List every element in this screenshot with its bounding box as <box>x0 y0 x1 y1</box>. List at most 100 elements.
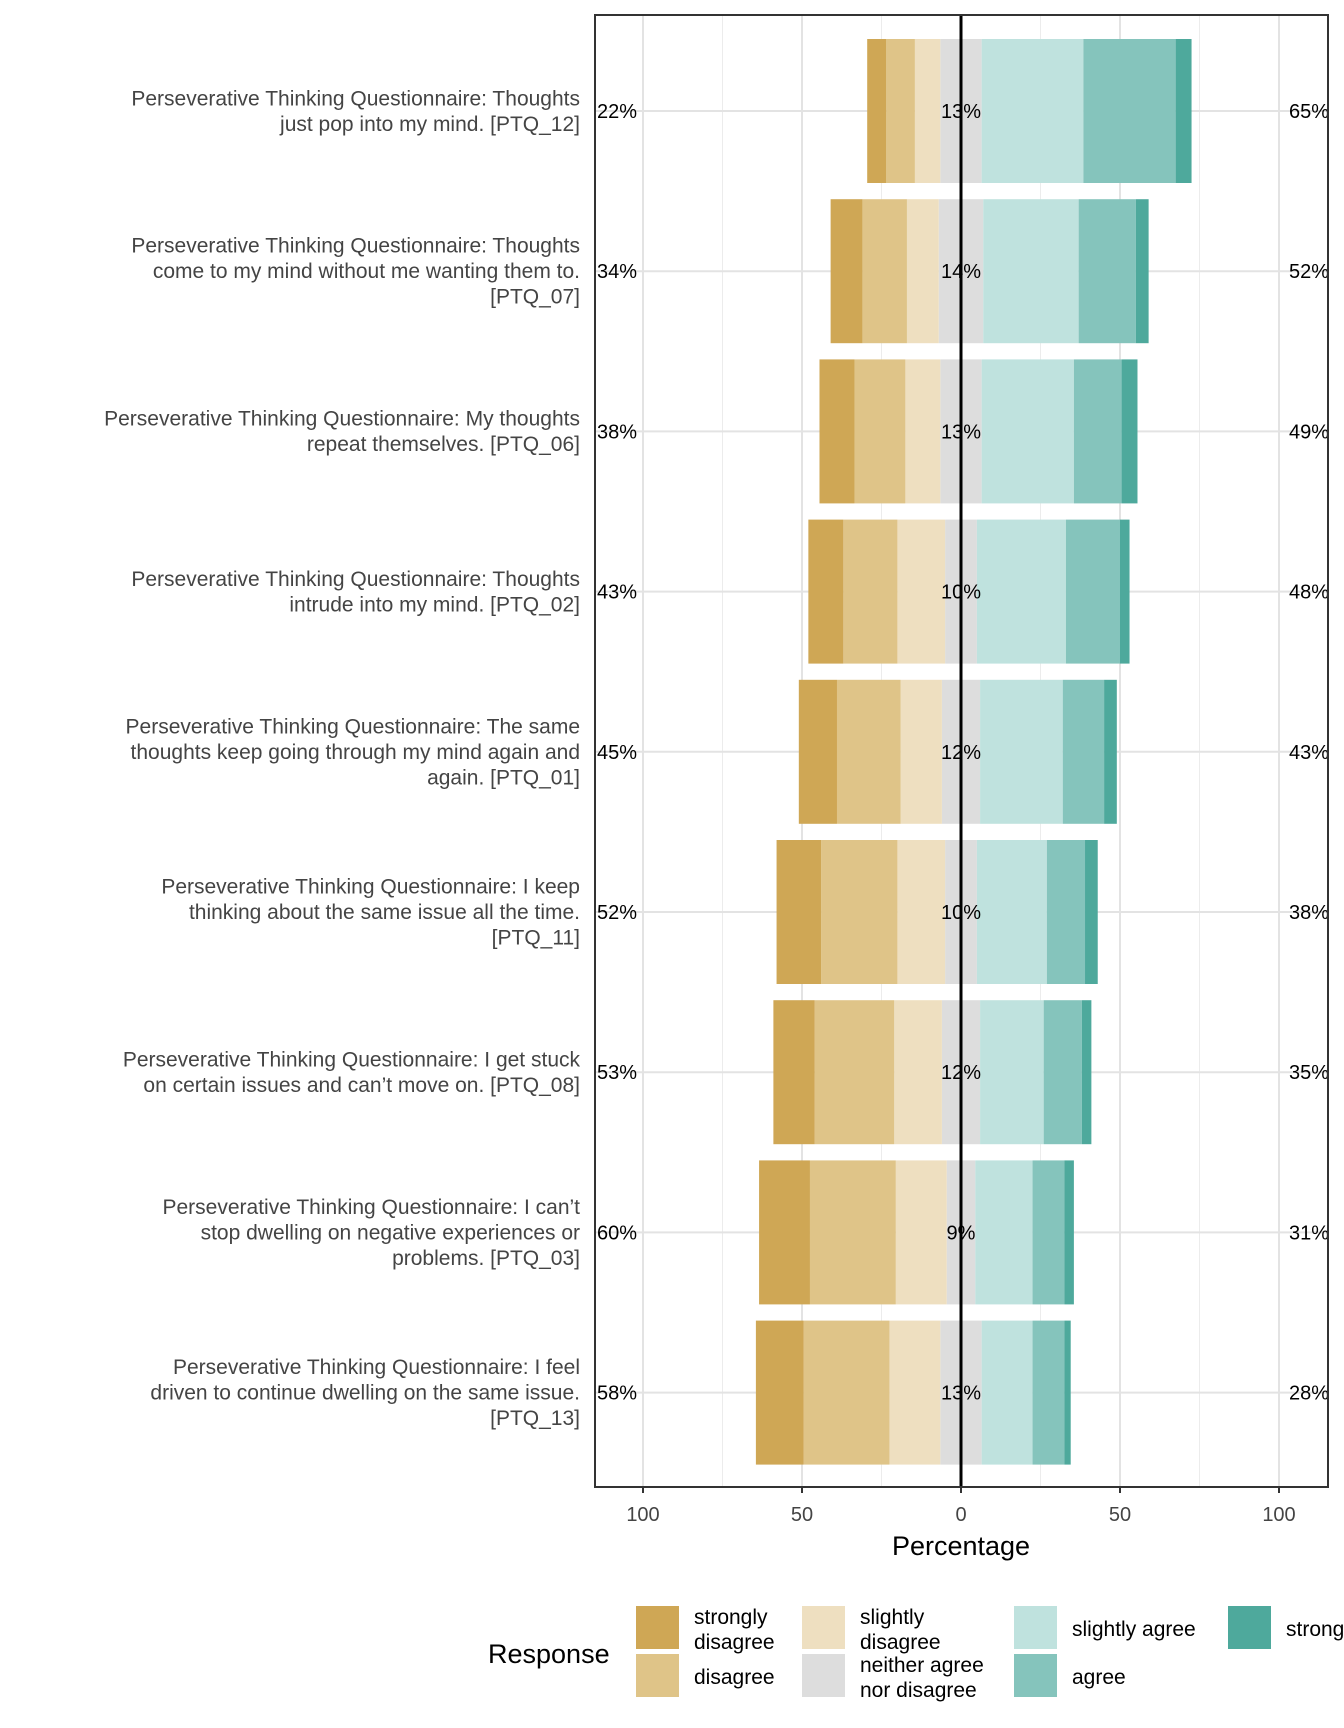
bar-disagree <box>803 1320 890 1465</box>
bar-slightly-agree <box>980 679 1063 824</box>
bar-agree <box>1078 199 1136 344</box>
y-axis-label-line: repeat themselves. [PTQ_06] <box>307 433 580 456</box>
left-percent-label: 22% <box>597 101 637 123</box>
y-axis-label-line: again. [PTQ_01] <box>427 766 580 789</box>
bar-strongly-disagree <box>830 199 863 344</box>
y-axis-label-line: Perseverative Thinking Questionnaire: Th… <box>131 568 580 591</box>
legend-label: strongly agree <box>1286 1618 1344 1641</box>
y-axis-label-line: just pop into my mind. [PTQ_12] <box>279 113 580 136</box>
bar-slightly-disagree <box>897 519 946 664</box>
y-axis-label-line: [PTQ_11] <box>492 927 580 950</box>
bar-strongly-disagree <box>776 840 822 984</box>
bar-disagree <box>809 1160 896 1305</box>
legend-label: disagree <box>860 1631 941 1654</box>
bar-slightly-disagree <box>894 1000 942 1145</box>
left-percent-label: 60% <box>597 1222 637 1244</box>
legend-key-slightly-agree <box>1014 1606 1057 1649</box>
y-axis-label-line: intrude into my mind. [PTQ_02] <box>289 593 580 616</box>
bar-slightly-agree <box>983 199 1079 344</box>
bar-slightly-agree <box>980 1000 1044 1145</box>
bar-strongly-agree <box>1081 1000 1092 1145</box>
legend-label: slightly agree <box>1072 1618 1196 1641</box>
legend-label: agree <box>1072 1666 1126 1689</box>
y-axis-label-line: thoughts keep going through my mind agai… <box>131 741 580 764</box>
bar-slightly-disagree <box>897 840 946 984</box>
bar-agree <box>1065 519 1120 664</box>
right-percent-label: 48% <box>1289 582 1329 604</box>
right-percent-label: 35% <box>1289 1062 1329 1084</box>
x-axis-title: Percentage <box>892 1531 1030 1561</box>
x-tick-label: 100 <box>626 1504 659 1526</box>
y-axis-label-line: Perseverative Thinking Questionnaire: I … <box>161 876 580 899</box>
y-axis-label-line: [PTQ_13] <box>490 1407 580 1430</box>
legend-label: slightly <box>860 1606 925 1629</box>
bar-disagree <box>854 359 906 504</box>
legend-key-neither-agree-nor-disagree <box>802 1654 845 1697</box>
right-percent-label: 65% <box>1289 101 1329 123</box>
bar-agree <box>1046 840 1086 984</box>
bar-strongly-disagree <box>773 1000 815 1145</box>
legend-key-strongly-disagree <box>636 1606 679 1649</box>
bar-strongly-agree <box>1085 840 1098 984</box>
x-tick-label: 100 <box>1262 1504 1295 1526</box>
left-percent-label: 53% <box>597 1062 637 1084</box>
y-axis-label-line: problems. [PTQ_03] <box>392 1247 580 1270</box>
left-percent-label: 52% <box>597 902 637 924</box>
y-axis-label-line: Perseverative Thinking Questionnaire: I … <box>123 1048 581 1071</box>
right-percent-label: 49% <box>1289 421 1329 443</box>
center-percent-label: 13% <box>941 1383 981 1405</box>
bar-strongly-disagree <box>798 679 837 824</box>
bar-agree <box>1043 1000 1082 1145</box>
left-percent-label: 43% <box>597 582 637 604</box>
left-percent-label: 38% <box>597 421 637 443</box>
legend-label: strongly <box>694 1606 768 1629</box>
legend-key-strongly-agree <box>1228 1606 1271 1649</box>
bar-agree <box>1083 39 1176 183</box>
center-percent-label: 12% <box>941 1062 981 1084</box>
x-tick-label: 0 <box>955 1504 966 1526</box>
bar-slightly-agree <box>981 1320 1033 1465</box>
bar-slightly-agree <box>976 519 1066 664</box>
bar-strongly-disagree <box>808 519 844 664</box>
bar-slightly-disagree <box>895 1160 947 1305</box>
y-axis-label-line: stop dwelling on negative experiences or <box>201 1221 580 1244</box>
right-percent-label: 52% <box>1289 261 1329 283</box>
bar-strongly-disagree <box>867 39 887 183</box>
bar-strongly-agree <box>1175 39 1192 183</box>
left-percent-label: 34% <box>597 261 637 283</box>
bar-disagree <box>886 39 915 183</box>
center-percent-label: 12% <box>941 742 981 764</box>
bar-strongly-agree <box>1135 199 1149 344</box>
center-percent-label: 9% <box>947 1222 976 1244</box>
legend-key-agree <box>1014 1654 1057 1697</box>
y-axis-label-line: Perseverative Thinking Questionnaire: Th… <box>131 235 580 258</box>
center-percent-label: 14% <box>941 261 981 283</box>
bar-strongly-agree <box>1121 359 1138 504</box>
x-tick-label: 50 <box>791 1504 813 1526</box>
bar-strongly-disagree <box>819 359 855 504</box>
legend-title: Response <box>488 1639 610 1669</box>
bar-strongly-disagree <box>759 1160 810 1305</box>
bar-strongly-agree <box>1064 1160 1074 1305</box>
y-axis-label-line: come to my mind without me wanting them … <box>153 260 580 283</box>
left-percent-label: 45% <box>597 742 637 764</box>
y-axis-label-line: driven to continue dwelling on the same … <box>150 1382 580 1405</box>
y-axis-label-line: [PTQ_07] <box>490 286 580 309</box>
bar-disagree <box>821 840 898 984</box>
center-percent-label: 10% <box>941 582 981 604</box>
legend-key-slightly-disagree <box>802 1606 845 1649</box>
y-axis-label-line: Perseverative Thinking Questionnaire: Th… <box>131 87 580 110</box>
left-percent-label: 58% <box>597 1383 637 1405</box>
bar-slightly-agree <box>981 39 1084 183</box>
bar-strongly-agree <box>1120 519 1130 664</box>
y-axis-label-line: Perseverative Thinking Questionnaire: Th… <box>126 715 580 738</box>
right-percent-label: 28% <box>1289 1383 1329 1405</box>
bar-agree <box>1073 359 1122 504</box>
right-percent-label: 31% <box>1289 1222 1329 1244</box>
bar-slightly-agree <box>976 840 1047 984</box>
legend-label: nor disagree <box>860 1679 977 1702</box>
x-tick-label: 50 <box>1109 1504 1131 1526</box>
y-axis-label-line: thinking about the same issue all the ti… <box>189 901 580 924</box>
legend-label: disagree <box>694 1631 775 1654</box>
bar-disagree <box>836 679 901 824</box>
